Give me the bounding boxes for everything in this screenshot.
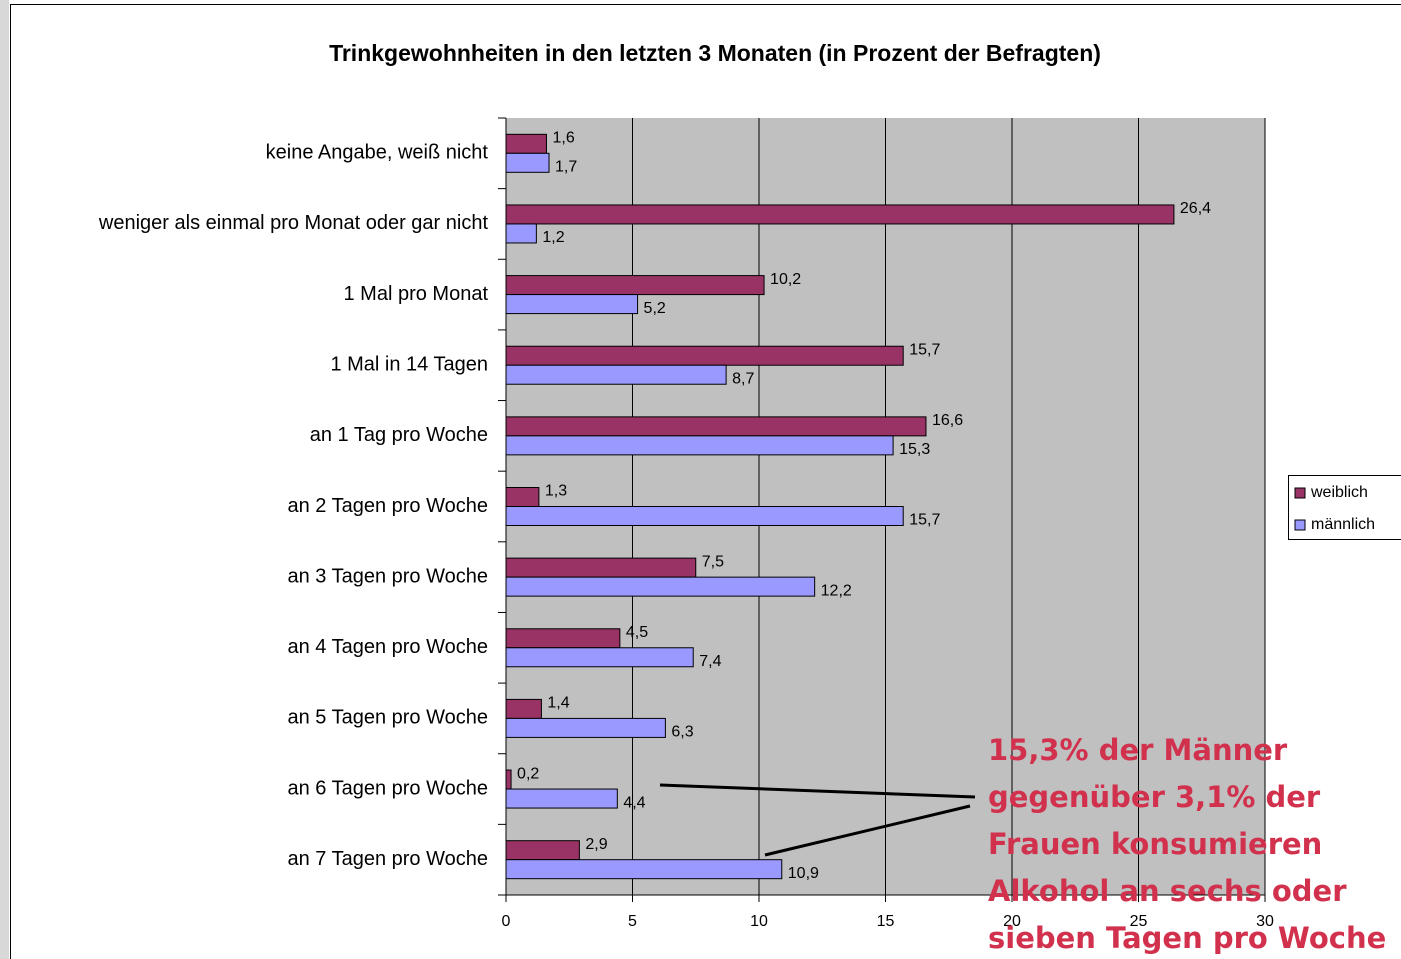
bar <box>505 628 621 649</box>
annotation-pointer <box>659 783 976 799</box>
bar <box>505 557 697 578</box>
bar <box>505 416 927 437</box>
value-label: 15,3 <box>899 441 930 458</box>
bar <box>505 364 727 385</box>
y-tick-label: an 5 Tagen pro Woche <box>287 707 488 729</box>
bar <box>505 435 894 456</box>
y-tick-label: an 2 Tagen pro Woche <box>287 495 488 517</box>
annotation: Frauen konsumieren <box>988 827 1322 861</box>
legend-swatch <box>1294 519 1306 531</box>
annotation: gegenüber 3,1% der <box>988 780 1321 814</box>
side-strip <box>0 0 9 959</box>
bar <box>505 345 904 366</box>
annotation: Alkohol an sechs oder <box>988 874 1347 908</box>
y-tick-label: an 1 Tag pro Woche <box>310 424 488 446</box>
legend-swatch <box>1294 487 1306 499</box>
annotation: sieben Tagen pro Woche <box>988 921 1386 955</box>
value-label: 10,9 <box>788 865 819 882</box>
value-label: 10,2 <box>770 271 801 288</box>
value-label: 1,3 <box>545 483 567 500</box>
value-label: 4,5 <box>626 624 648 641</box>
value-label: 0,2 <box>517 765 539 782</box>
value-label: 1,2 <box>542 229 564 246</box>
value-label: 1,4 <box>547 695 569 712</box>
value-label: 12,2 <box>821 582 852 599</box>
bar <box>505 717 666 738</box>
bar <box>505 487 540 507</box>
y-tick-label: 1 Mal in 14 Tagen <box>330 354 488 376</box>
bar <box>505 506 904 526</box>
bar <box>505 647 694 668</box>
value-label: 4,4 <box>623 794 645 811</box>
x-tick-label: 5 <box>628 913 637 930</box>
value-label: 1,6 <box>552 130 574 147</box>
value-label: 7,4 <box>699 653 721 670</box>
bar <box>505 204 1175 225</box>
legend-label: weiblich <box>1310 484 1368 501</box>
y-tick-label: an 3 Tagen pro Woche <box>287 565 488 587</box>
x-tick-label: 15 <box>877 913 895 930</box>
bar <box>505 840 580 861</box>
bar <box>505 275 765 296</box>
value-label: 8,7 <box>732 370 754 387</box>
legend <box>1288 475 1401 540</box>
bar <box>505 788 618 809</box>
y-tick-label: keine Angabe, weiß nicht <box>266 142 489 164</box>
y-tick-label: an 6 Tagen pro Woche <box>287 777 488 799</box>
x-tick-label: 25 <box>1130 913 1148 930</box>
value-label: 15,7 <box>909 341 940 358</box>
y-tick-label: 1 Mal pro Monat <box>343 283 488 305</box>
annotation: 15,3% der Männer <box>988 733 1288 767</box>
value-label: 16,6 <box>932 412 963 429</box>
x-tick-label: 0 <box>502 913 511 930</box>
bar <box>505 294 639 315</box>
legend-label: männlich <box>1311 516 1375 533</box>
value-label: 15,7 <box>909 512 940 529</box>
y-tick-label: an 4 Tagen pro Woche <box>287 636 488 658</box>
x-tick-label: 10 <box>750 913 768 930</box>
value-label: 5,2 <box>644 300 666 317</box>
bar <box>505 576 816 597</box>
value-label: 2,9 <box>585 836 607 853</box>
bar <box>505 133 547 154</box>
y-tick-label: an 7 Tagen pro Woche <box>287 848 488 870</box>
value-label: 26,4 <box>1180 200 1211 217</box>
value-label: 1,7 <box>555 159 577 176</box>
chart-title: Trinkgewohnheiten in den letzten 3 Monat… <box>329 40 1101 66</box>
bar <box>505 769 512 790</box>
value-label: 7,5 <box>702 553 724 570</box>
annotation-pointer <box>764 804 971 857</box>
bar <box>505 698 542 719</box>
y-tick-label: weniger als einmal pro Monat oder gar ni… <box>98 212 489 234</box>
bar <box>505 223 537 244</box>
x-tick-label: 30 <box>1256 913 1274 930</box>
x-tick-label: 20 <box>1003 913 1021 930</box>
bar <box>505 859 783 880</box>
bar <box>505 152 550 173</box>
value-label: 6,3 <box>671 724 693 741</box>
